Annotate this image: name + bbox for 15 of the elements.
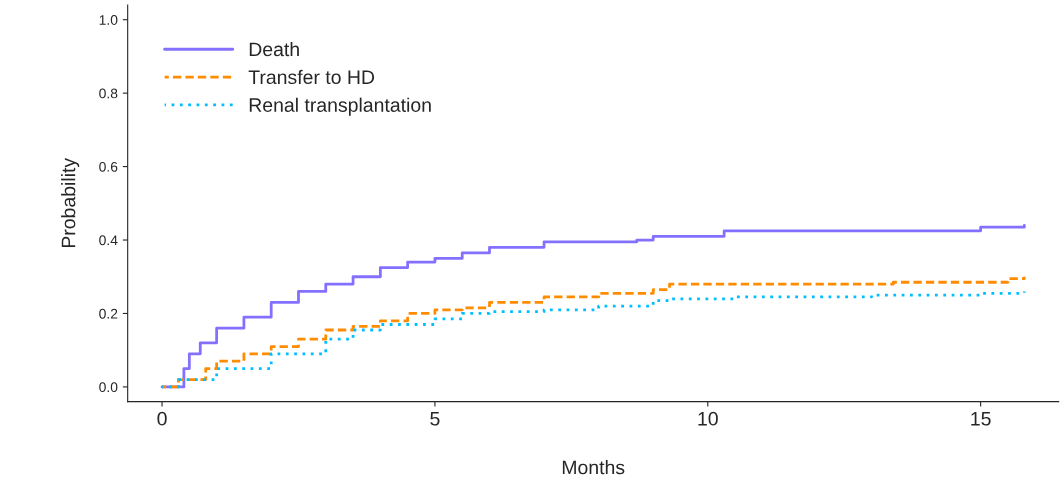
y-tick-label: 0.2 — [99, 308, 118, 319]
y-tick-label: 0.4 — [99, 235, 118, 246]
y-tick-label: 0.6 — [99, 161, 118, 172]
legend-label: Death — [249, 41, 299, 57]
y-axis-title: Probability — [61, 157, 80, 248]
x-tick-label: 10 — [698, 411, 718, 426]
y-tick-label: 1.0 — [99, 15, 118, 25]
y-tick-label: 0.8 — [99, 88, 118, 99]
x-tick-label: 5 — [430, 412, 440, 426]
x-tick-label: 15 — [971, 412, 991, 426]
y-tick-label: 0.0 — [99, 382, 118, 393]
legend-label: Transfer to HD — [248, 69, 375, 85]
x-axis-title: Months — [562, 460, 625, 475]
x-tick-label: 0 — [157, 411, 167, 426]
legend-label: Renal transplantation — [249, 97, 431, 116]
